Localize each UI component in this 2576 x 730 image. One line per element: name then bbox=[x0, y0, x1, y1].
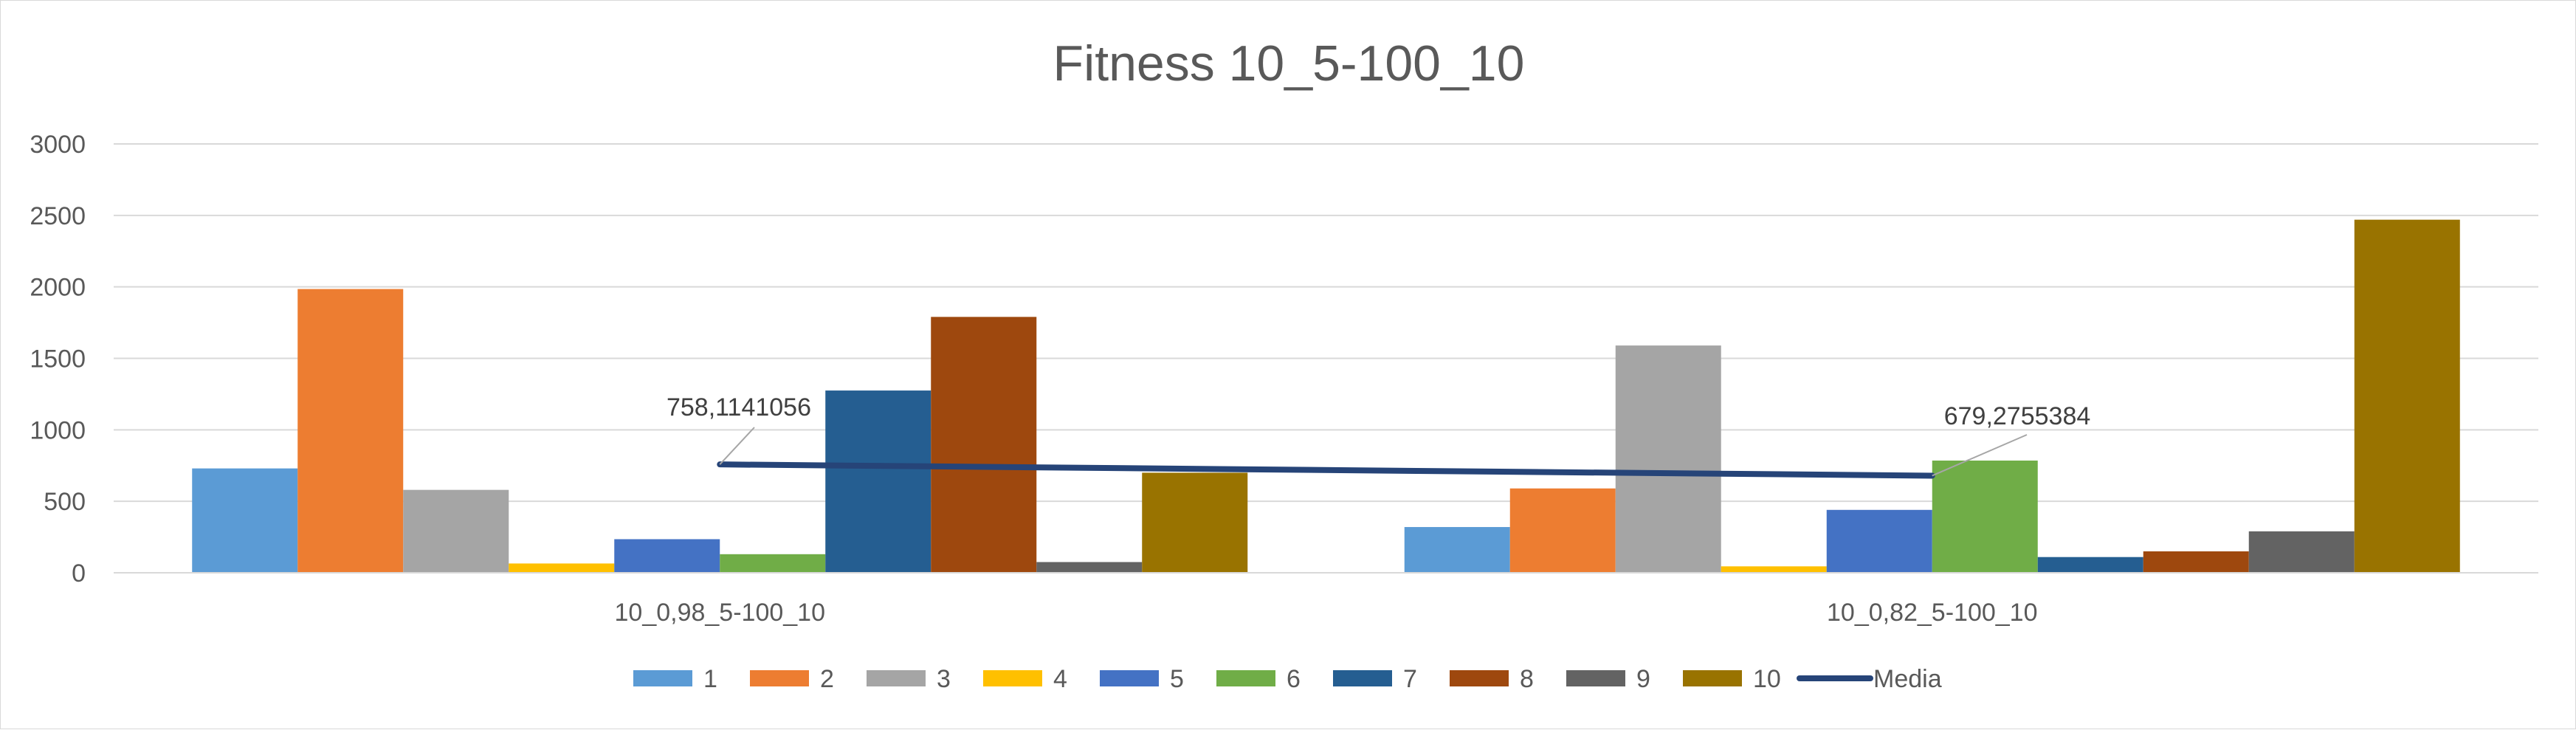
y-axis-tick-labels: 0 500 1000 1500 2000 2500 3000 bbox=[30, 131, 86, 588]
legend-swatch-8 bbox=[1450, 670, 1509, 686]
legend-swatch-9 bbox=[1566, 670, 1625, 686]
bar-series-8-cat-1 bbox=[931, 317, 1037, 573]
legend-swatch-1 bbox=[633, 670, 692, 686]
y-tick-label-0: 0 bbox=[72, 559, 86, 588]
category-label-1: 10_0,98_5-100_10 bbox=[615, 599, 826, 627]
legend-label-1: 1 bbox=[703, 665, 717, 693]
bar-series-6-cat-2 bbox=[1932, 460, 2038, 573]
legend-label-3: 3 bbox=[937, 665, 951, 693]
bar-series-1-cat-2 bbox=[1404, 527, 1510, 573]
legend-label-5: 5 bbox=[1170, 665, 1184, 693]
legend-label-10: 10 bbox=[1753, 665, 1781, 693]
legend-swatch-5 bbox=[1100, 670, 1159, 686]
bar-series-10-cat-1 bbox=[1142, 472, 1248, 573]
bar-series-8-cat-2 bbox=[2143, 551, 2249, 573]
legend-label-6: 6 bbox=[1287, 665, 1301, 693]
legend-swatch-6 bbox=[1216, 670, 1275, 686]
chart-title: Fitness 10_5-100_10 bbox=[1053, 35, 1525, 92]
legend-label-7: 7 bbox=[1403, 665, 1417, 693]
legend: 1 2 3 4 5 6 7 8 9 10 Media bbox=[633, 665, 1942, 693]
y-tick-label-3000: 3000 bbox=[30, 131, 86, 159]
media-line-series: 758,1141056 679,2755384 bbox=[667, 393, 2091, 479]
legend-label-8: 8 bbox=[1520, 665, 1534, 693]
legend-label-4: 4 bbox=[1053, 665, 1067, 693]
media-line bbox=[717, 461, 1935, 479]
legend-swatch-10 bbox=[1683, 670, 1742, 686]
bar-series-6-cat-1 bbox=[720, 554, 826, 573]
category-label-2: 10_0,82_5-100_10 bbox=[1827, 599, 2038, 627]
bar-series-3-cat-2 bbox=[1615, 345, 1721, 573]
media-data-label-2: 679,2755384 bbox=[1944, 402, 2091, 430]
legend-swatch-3 bbox=[867, 670, 926, 686]
bar-series-9-cat-1 bbox=[1036, 562, 1143, 573]
bar-series-10-cat-2 bbox=[2354, 219, 2460, 573]
legend-swatch-2 bbox=[750, 670, 809, 686]
bar-series-2-cat-1 bbox=[297, 289, 404, 573]
bar-series-2-cat-2 bbox=[1509, 488, 1616, 573]
media-data-label-leader-2 bbox=[1932, 434, 2028, 477]
y-tick-label-1500: 1500 bbox=[30, 345, 86, 373]
y-tick-label-2500: 2500 bbox=[30, 202, 86, 230]
bar-series-5-cat-1 bbox=[614, 539, 720, 573]
y-tick-label-1000: 1000 bbox=[30, 416, 86, 444]
legend-label-media: Media bbox=[1873, 665, 1942, 693]
legend-swatch-4 bbox=[983, 670, 1042, 686]
x-axis-category-labels: 10_0,98_5-100_10 10_0,82_5-100_10 bbox=[615, 599, 2038, 627]
y-tick-label-500: 500 bbox=[44, 488, 86, 516]
legend-label-9: 9 bbox=[1636, 665, 1650, 693]
bar-series-7-cat-1 bbox=[825, 390, 931, 573]
bar-series-1-cat-1 bbox=[192, 468, 298, 573]
gridlines bbox=[114, 143, 2538, 503]
legend-label-2: 2 bbox=[820, 665, 834, 693]
bar-series-3-cat-1 bbox=[403, 489, 509, 573]
bar-series-4-cat-1 bbox=[509, 563, 615, 573]
media-data-label-1: 758,1141056 bbox=[667, 393, 811, 421]
bar-series-5-cat-2 bbox=[1826, 509, 1932, 573]
y-tick-label-2000: 2000 bbox=[30, 274, 86, 302]
bar-series-9-cat-2 bbox=[2248, 531, 2355, 573]
legend-swatch-7 bbox=[1333, 670, 1392, 686]
bars bbox=[192, 219, 2460, 573]
media-data-label-leader-1 bbox=[719, 427, 755, 465]
bar-series-7-cat-2 bbox=[2037, 557, 2143, 573]
bar-series-4-cat-2 bbox=[1721, 566, 1827, 573]
